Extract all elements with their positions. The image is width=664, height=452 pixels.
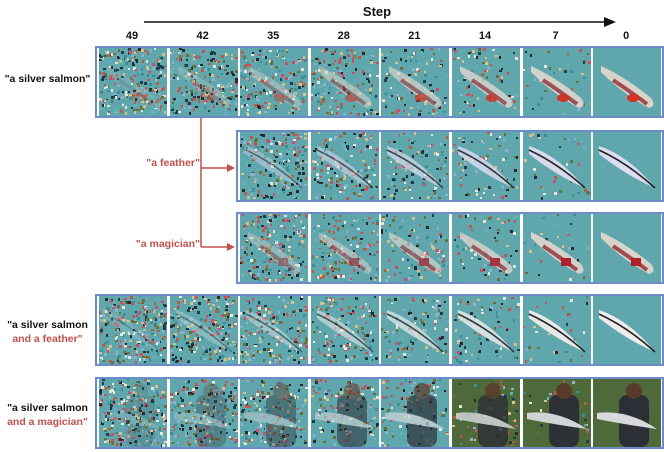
step-axis-title: Step bbox=[362, 4, 392, 19]
generated-image-tile bbox=[240, 48, 309, 116]
generated-image-tile bbox=[593, 48, 662, 116]
step-label: 28 bbox=[337, 30, 350, 42]
generated-image-tile bbox=[593, 132, 662, 200]
generated-image-tile bbox=[169, 296, 238, 364]
generated-image-tile bbox=[452, 379, 520, 447]
generated-image-tile bbox=[310, 379, 379, 447]
generated-image-tile bbox=[240, 132, 309, 200]
generated-image-tile bbox=[240, 214, 309, 282]
image-strip-row bbox=[95, 46, 664, 118]
generated-image-tile bbox=[381, 214, 450, 282]
generated-image-tile bbox=[451, 214, 520, 282]
image-strip-row bbox=[95, 377, 664, 449]
step-label: 35 bbox=[267, 30, 280, 42]
generated-image-tile bbox=[452, 48, 520, 116]
branch-connector bbox=[200, 118, 235, 251]
step-label: 14 bbox=[478, 30, 492, 42]
generated-image-tile bbox=[522, 379, 591, 447]
generated-image-tile bbox=[169, 48, 238, 116]
generated-image-tile bbox=[310, 48, 379, 116]
generated-image-tile bbox=[169, 379, 238, 447]
generated-image-tile bbox=[452, 296, 520, 364]
row-label-salmon-magician: "a silver salmon and a magician" bbox=[7, 402, 88, 428]
generated-image-tile bbox=[381, 379, 450, 447]
row-label-salmon-feather: "a silver salmon and a feather" bbox=[7, 319, 88, 345]
generated-image-tile bbox=[310, 296, 379, 364]
generated-image-tile bbox=[310, 132, 379, 200]
generated-image-tile bbox=[522, 132, 591, 200]
branch-label-magician: "a magician" bbox=[135, 238, 200, 250]
generated-image-tile bbox=[381, 48, 450, 116]
step-label: 49 bbox=[125, 30, 139, 42]
generated-image-tile bbox=[240, 296, 309, 364]
generated-image-tile bbox=[310, 214, 379, 282]
generated-image-tile bbox=[451, 132, 520, 200]
generated-image-tile bbox=[240, 379, 309, 447]
branch-label-feather: "a feather" bbox=[146, 157, 200, 169]
generated-image-tile bbox=[593, 296, 662, 364]
step-label: 0 bbox=[623, 30, 630, 42]
image-strip-row bbox=[236, 212, 664, 284]
step-label: 42 bbox=[196, 30, 209, 42]
image-strip-row bbox=[95, 294, 664, 366]
generated-image-tile bbox=[99, 379, 167, 447]
generated-image-tile bbox=[522, 48, 591, 116]
step-arrow bbox=[144, 17, 616, 27]
generated-image-tile bbox=[99, 48, 167, 116]
generated-image-tile bbox=[381, 132, 450, 200]
row-label-silver-salmon: "a silver salmon" bbox=[4, 73, 91, 85]
step-label: 21 bbox=[408, 30, 421, 42]
generated-image-tile bbox=[99, 296, 167, 364]
generated-image-tile bbox=[522, 214, 591, 282]
generated-image-tile bbox=[593, 214, 662, 282]
image-strip-row bbox=[236, 130, 664, 202]
generated-image-tile bbox=[522, 296, 591, 364]
generated-image-tile bbox=[381, 296, 450, 364]
step-label: 7 bbox=[552, 30, 559, 42]
generated-image-tile bbox=[593, 379, 662, 447]
